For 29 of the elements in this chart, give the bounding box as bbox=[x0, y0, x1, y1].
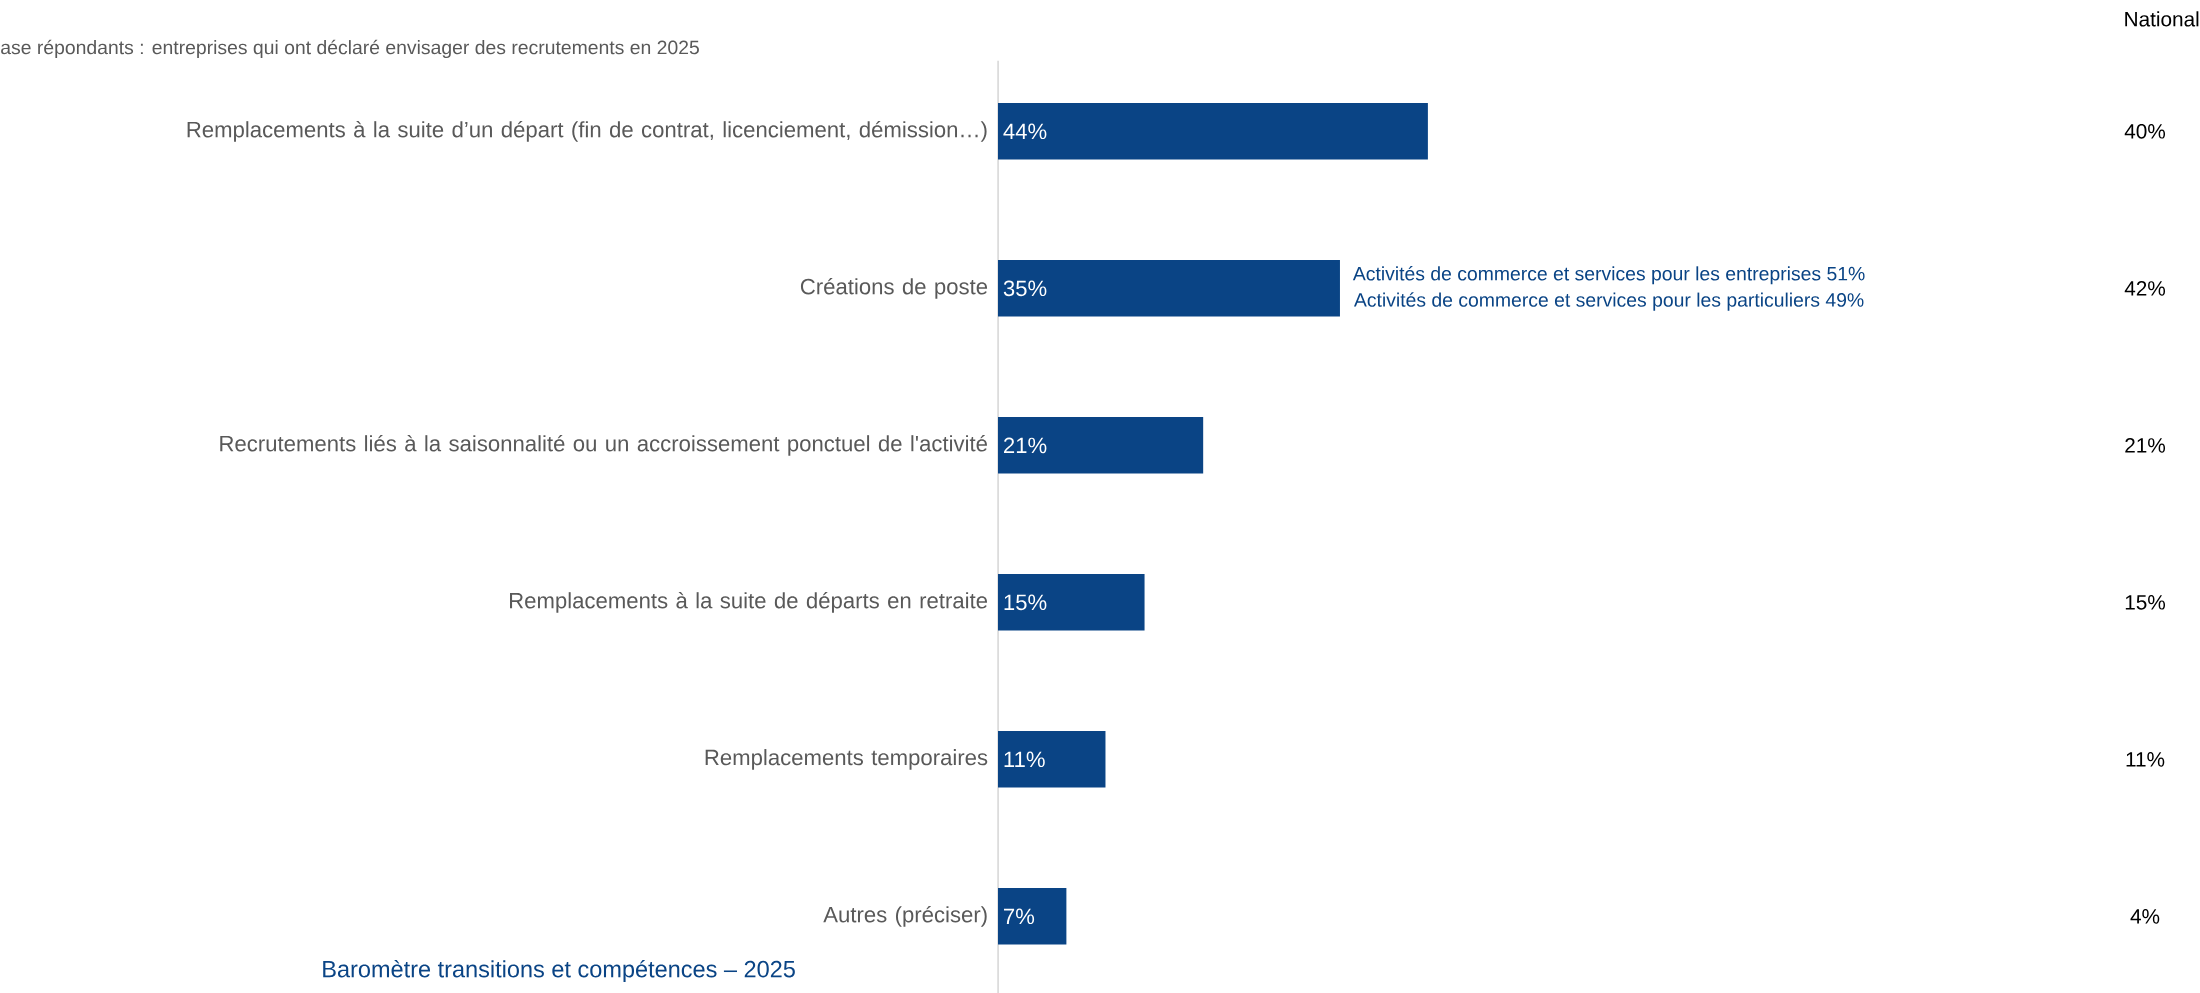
annotation: Activités de commerce et services pour les particuliers 49% bbox=[1353, 292, 1864, 311]
bar bbox=[998, 731, 1106, 788]
bar bbox=[998, 103, 1428, 160]
data-label: 44% bbox=[1003, 123, 1047, 140]
annotation: Activités de commerce et services pour les entreprises 51% bbox=[1352, 266, 1865, 285]
data-label: 35% bbox=[1003, 280, 1047, 297]
data-label: 21% bbox=[1004, 437, 1047, 454]
data-label: 15% bbox=[1004, 594, 1047, 611]
y-tick-label: Remplacements temporaires bbox=[705, 749, 988, 770]
text: National bbox=[2125, 11, 2199, 27]
y-tick-label: Remplacements à la suite de départs en retraite bbox=[510, 591, 988, 613]
y-tick-label: Recrutements liés à la saisonnalité ou un accroissement ponctuel de l'activité bbox=[220, 434, 987, 456]
bar bbox=[998, 574, 1145, 631]
text: 4% bbox=[2130, 909, 2160, 924]
text: 40% bbox=[2124, 124, 2166, 139]
text: 15% bbox=[2125, 595, 2166, 610]
bar bbox=[998, 888, 1067, 945]
text: 11% bbox=[2126, 752, 2165, 767]
text: ase répondants : entreprises qui ont déclaré envisager des recrutements en 2025 bbox=[1, 39, 699, 59]
bar bbox=[998, 260, 1340, 317]
data-label: 11% bbox=[1004, 751, 1045, 768]
text: 42% bbox=[2124, 281, 2166, 296]
text: Baromètre transitions et compétences – 2025 bbox=[323, 959, 795, 983]
y-tick-label: Remplacements à la suite d’un départ (fin de contrat, licenciement, démission…) bbox=[187, 120, 987, 142]
y-tick-label: Autres (préciser) bbox=[823, 905, 987, 927]
data-label: 7% bbox=[1004, 908, 1035, 925]
bar bbox=[998, 417, 1204, 474]
y-tick-label: Créations de poste bbox=[800, 277, 988, 299]
text: 21% bbox=[2125, 438, 2166, 453]
